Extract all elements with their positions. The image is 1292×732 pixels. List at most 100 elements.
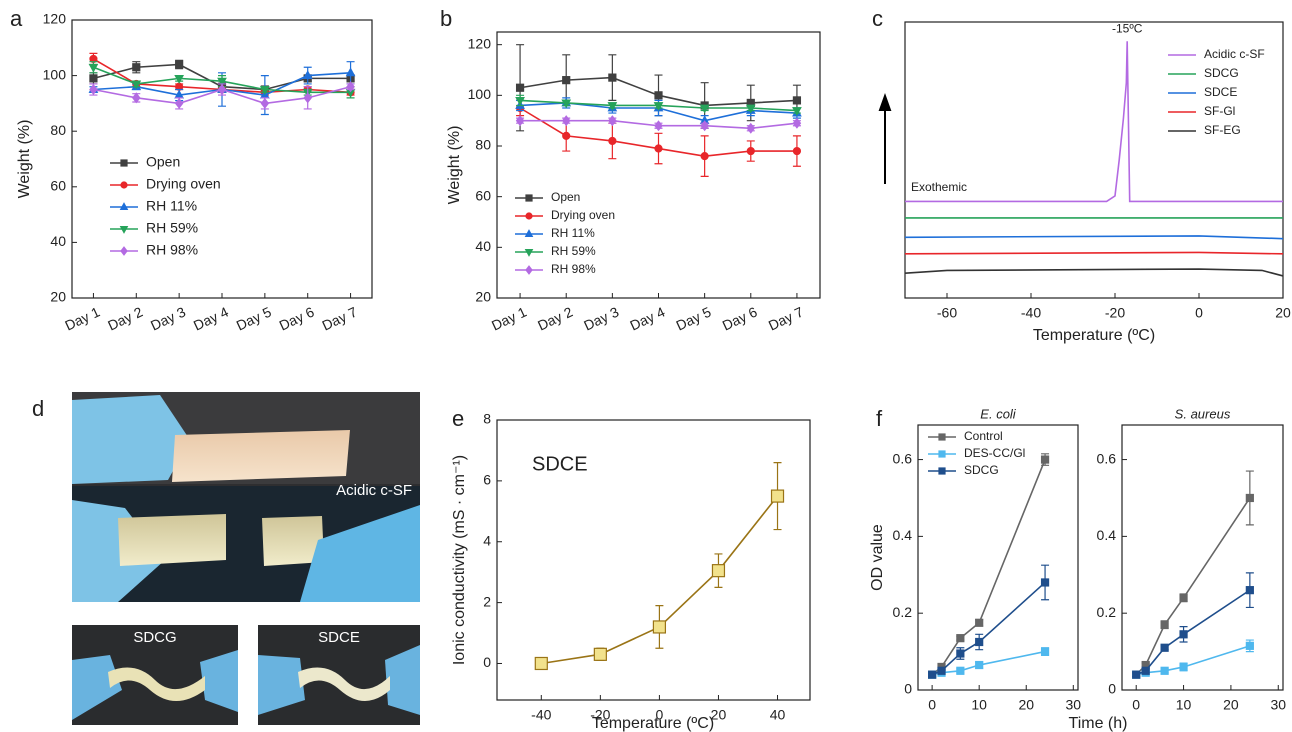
marker: [131, 80, 142, 90]
x-tick-label: 20: [711, 707, 727, 723]
marker: [1245, 586, 1254, 595]
marker: [975, 618, 984, 627]
photo-label: SDCG: [133, 629, 176, 646]
marker: [654, 120, 663, 132]
x-tick-label: 30: [1066, 697, 1082, 713]
marker: [608, 136, 617, 146]
legend-label: RH 98%: [146, 242, 198, 258]
series-line: [931, 459, 1046, 676]
plot-frame: [1121, 424, 1284, 691]
marker: [259, 86, 270, 95]
marker: [524, 249, 534, 257]
marker: [525, 265, 533, 275]
marker: [217, 77, 227, 87]
marker: [792, 146, 802, 156]
x-tick-label: 40: [770, 707, 786, 723]
gel: [108, 667, 205, 701]
marker: [792, 117, 802, 129]
legend-label: RH 11%: [551, 226, 595, 240]
plot-frame: [496, 419, 811, 701]
marker: [89, 74, 98, 83]
marker: [975, 660, 984, 670]
marker: [525, 212, 533, 220]
photo-label: Acidic c-SF: [336, 482, 412, 499]
series-line: [931, 581, 1046, 676]
y-tick-label: 120: [468, 35, 492, 51]
marker: [120, 181, 128, 189]
x-tick-label: Day 4: [191, 303, 231, 333]
y-tick-label: 0.6: [893, 450, 913, 466]
y-tick-label: 40: [475, 238, 491, 254]
marker: [525, 194, 533, 202]
series-line: [905, 41, 1283, 203]
y-tick-label: 0: [483, 654, 491, 670]
plot-frame: [904, 21, 1284, 299]
y-axis-label: Ionic conductivity (mS · cm⁻¹): [451, 455, 468, 665]
gel: [298, 667, 390, 701]
marker: [792, 107, 802, 116]
y-tick-label: 120: [43, 11, 67, 27]
marker: [1245, 493, 1254, 503]
series-line: [1135, 589, 1251, 676]
x-tick-label: 20: [1275, 305, 1291, 321]
legend-label: RH 98%: [551, 262, 596, 276]
x-axis-label: Time (h): [1069, 715, 1128, 732]
marker: [303, 92, 312, 104]
marker: [928, 670, 937, 679]
marker: [119, 202, 129, 210]
marker: [745, 104, 756, 114]
panel-label: a: [10, 6, 23, 31]
x-tick-label: Day 4: [627, 303, 667, 333]
y-tick-label: 0.2: [1097, 604, 1117, 620]
panel-label: c: [872, 6, 883, 31]
marker: [653, 102, 664, 111]
y-tick-label: 0: [1108, 681, 1116, 697]
x-tick-label: -60: [937, 305, 957, 321]
gel: [262, 516, 324, 566]
marker: [1179, 593, 1188, 602]
marker: [608, 73, 617, 82]
y-axis-label: Weight (%): [446, 126, 463, 205]
x-tick-label: Day 5: [234, 303, 274, 333]
chart-title: S. aureus: [1175, 406, 1231, 421]
marker: [561, 115, 571, 127]
legend-label: SDCG: [964, 463, 999, 477]
plot-frame: [496, 31, 821, 299]
y-tick-label: 0.4: [1097, 527, 1117, 543]
x-tick-label: 10: [1176, 697, 1192, 713]
x-tick-label: 30: [1270, 697, 1286, 713]
marker: [938, 433, 946, 441]
marker: [956, 666, 965, 675]
marker: [175, 60, 184, 69]
marker: [1160, 666, 1169, 675]
x-tick-label: Day 1: [489, 303, 529, 333]
y-tick-label: 8: [483, 411, 491, 427]
legend-label: Open: [146, 154, 180, 170]
x-tick-label: -40: [531, 707, 551, 723]
y-tick-label: 0: [904, 681, 912, 697]
marker: [132, 92, 141, 104]
x-tick-label: Day 7: [319, 303, 359, 333]
arrow-label: Exothemic: [911, 180, 967, 194]
legend-label: Control: [964, 429, 1003, 443]
marker: [746, 146, 755, 156]
legend-label: RH 11%: [146, 198, 197, 214]
marker: [1040, 455, 1050, 464]
y-tick-label: 40: [50, 233, 66, 249]
marker: [174, 74, 185, 84]
glove: [72, 395, 190, 484]
marker: [746, 122, 756, 134]
marker: [1245, 641, 1254, 650]
photo-panel: Acidic c-SF SDCG SDCE: [72, 392, 420, 725]
x-tick-label: 20: [1223, 697, 1239, 713]
marker: [346, 81, 355, 93]
x-tick-label: Day 3: [148, 303, 188, 333]
x-tick-label: -40: [1021, 305, 1041, 321]
legend-label: RH 59%: [146, 220, 198, 236]
y-tick-label: 80: [475, 137, 491, 153]
marker: [770, 489, 785, 503]
photo-label: SDCE: [318, 629, 360, 646]
glove: [72, 655, 122, 720]
marker: [515, 83, 525, 92]
legend-label: Drying oven: [551, 208, 615, 222]
